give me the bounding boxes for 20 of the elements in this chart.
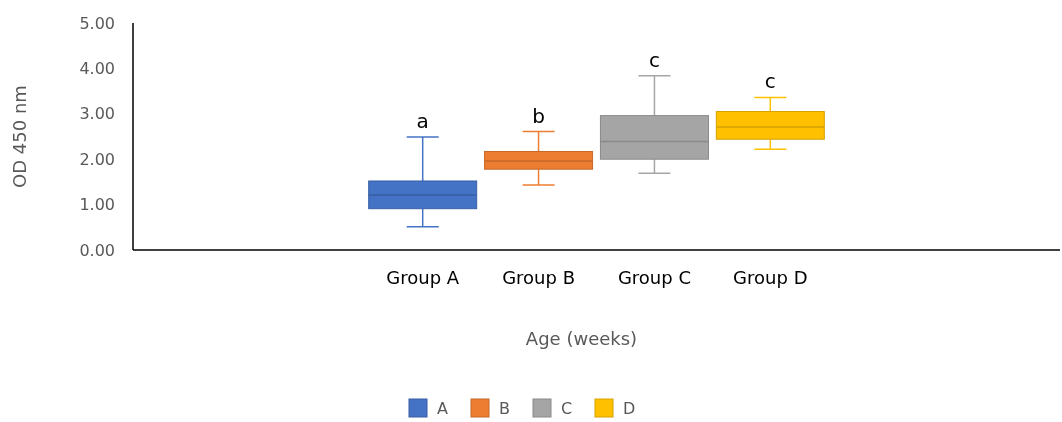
x-tick-label: Group A: [386, 267, 460, 288]
x-axis-title: Age (weeks): [525, 328, 638, 349]
y-axis-title: OD 450 nm: [9, 85, 30, 188]
x-tick-label: Group C: [617, 267, 691, 288]
y-tick-label: 2.00: [79, 149, 115, 169]
legend-label: A: [437, 398, 448, 418]
annotation: c: [648, 47, 660, 72]
y-tick-label: 3.00: [79, 104, 115, 124]
x-tick-label: Group B: [502, 267, 575, 288]
legend-label: C: [561, 398, 573, 418]
y-tick-label: 1.00: [79, 195, 115, 215]
legend-label: B: [499, 398, 510, 418]
annotation: a: [416, 108, 429, 133]
annotation: b: [532, 103, 545, 128]
y-tick-label: 0.00: [79, 240, 115, 260]
y-tick-label: 5.00: [79, 13, 115, 33]
y-tick-label: 4.00: [79, 59, 115, 78]
x-tick-label: Group D: [733, 267, 808, 288]
legend-label: D: [623, 398, 636, 418]
annotation: c: [764, 69, 776, 94]
